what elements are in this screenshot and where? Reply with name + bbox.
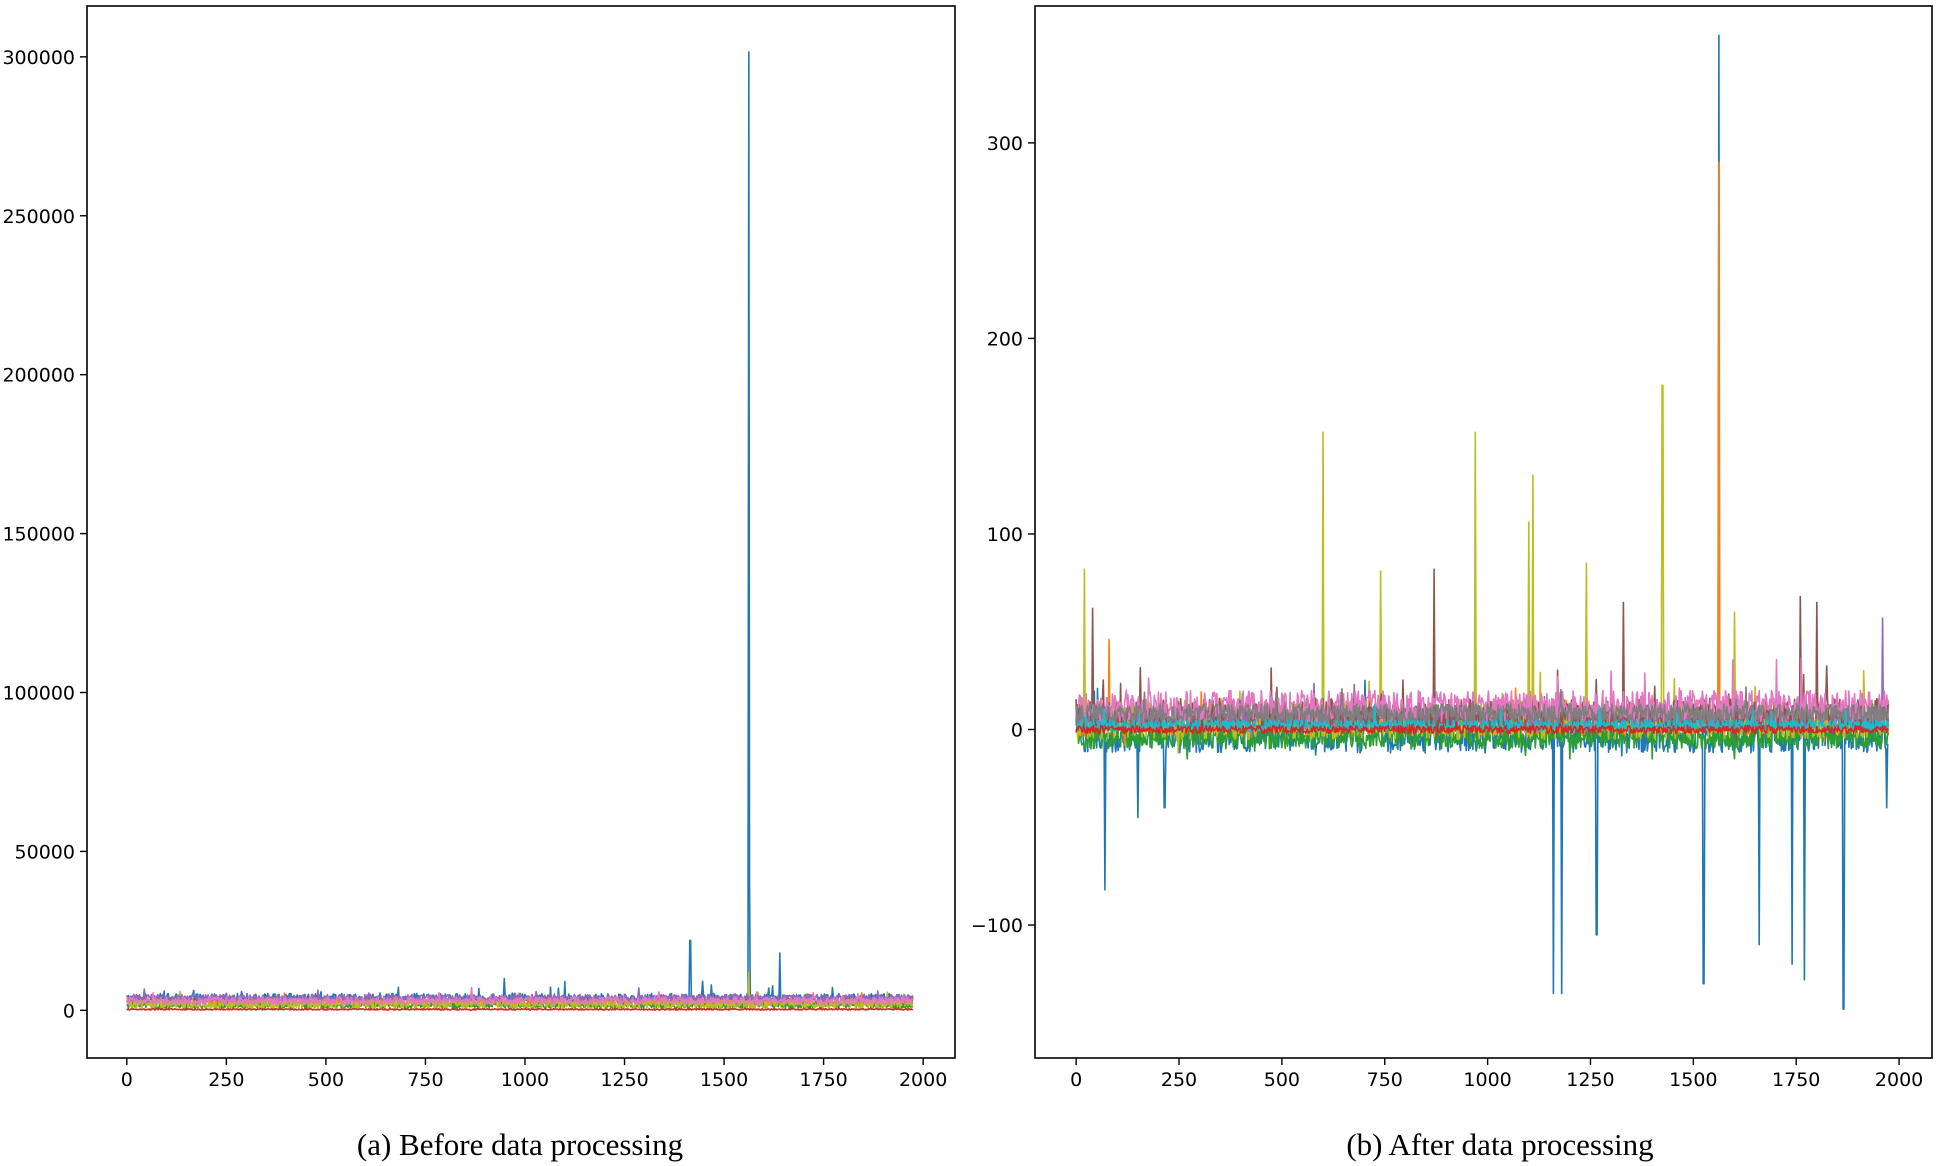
x-tick-label: 2000	[1875, 1069, 1923, 1091]
x-tick-label: 0	[1070, 1069, 1082, 1091]
x-tick-label: 250	[1161, 1069, 1197, 1091]
x-tick-label: 1250	[600, 1069, 648, 1091]
panel-a-x-ticks: 0 250 500 750 1000 1250 1500 1750 2000	[121, 1058, 947, 1091]
panel-a: 0 250 500 750 1000 1250 1500 1750 2000 0 50000 100…	[2, 5, 956, 1162]
x-tick-label: 1750	[1772, 1069, 1820, 1091]
y-tick-label: −100	[971, 915, 1023, 937]
y-tick-label: 50000	[15, 841, 75, 863]
series-line-feature-6	[126, 986, 914, 1007]
x-tick-label: 2000	[899, 1069, 947, 1091]
x-tick-label: 250	[208, 1069, 244, 1091]
x-tick-label: 1750	[799, 1069, 847, 1091]
y-tick-label: 100	[987, 524, 1023, 546]
series-line-feature-7	[126, 1006, 914, 1012]
x-tick-label: 750	[1367, 1069, 1403, 1091]
x-tick-label: 500	[308, 1069, 344, 1091]
panel-b-series-lines	[1075, 34, 1890, 1010]
x-tick-label: 1500	[700, 1069, 748, 1091]
y-tick-label: 300	[987, 133, 1023, 155]
panel-a-series-lines	[126, 51, 914, 1012]
series-line-feature-4	[126, 971, 914, 1010]
x-tick-label: 0	[121, 1069, 133, 1091]
series-line-feature-1	[126, 51, 914, 1011]
x-tick-label: 1000	[501, 1069, 549, 1091]
panel-a-caption: (a) Before data processing	[357, 1127, 683, 1162]
x-tick-label: 1250	[1566, 1069, 1614, 1091]
panel-b-caption: (b) After data processing	[1346, 1127, 1653, 1162]
series-line-feature-1	[1075, 34, 1889, 1010]
y-tick-label: 150000	[2, 524, 75, 546]
y-tick-label: 0	[1011, 719, 1023, 741]
y-tick-label: 250000	[2, 206, 75, 228]
y-tick-label: 300000	[2, 47, 75, 69]
x-tick-label: 500	[1264, 1069, 1300, 1091]
series-line-feature-10	[1075, 719, 1889, 735]
panel-b-y-ticks: −100 0 100 200 300	[971, 133, 1035, 937]
panel-b-axes-frame	[1034, 5, 1933, 1059]
panel-b: 0 250 500 750 1000 1250 1500 1750 2000 −100 0 100 2…	[971, 5, 1933, 1162]
panel-a-axes-frame	[86, 5, 956, 1059]
y-tick-label: 100000	[2, 683, 75, 705]
series-line-feature-2	[1075, 161, 1890, 747]
series-line-feature-9	[1075, 703, 1890, 736]
x-tick-label: 1500	[1669, 1069, 1717, 1091]
x-tick-label: 1000	[1463, 1069, 1511, 1091]
y-tick-label: 0	[63, 1000, 75, 1022]
y-tick-label: 200	[987, 328, 1023, 350]
y-tick-label: 200000	[2, 365, 75, 387]
panel-a-y-ticks: 0 50000 100000 150000 200000 250000 300000	[2, 47, 87, 1022]
series-line-feature-3	[1075, 695, 1889, 760]
x-tick-label: 750	[407, 1069, 443, 1091]
panel-b-x-ticks: 0 250 500 750 1000 1250 1500 1750 2000	[1070, 1058, 1923, 1091]
